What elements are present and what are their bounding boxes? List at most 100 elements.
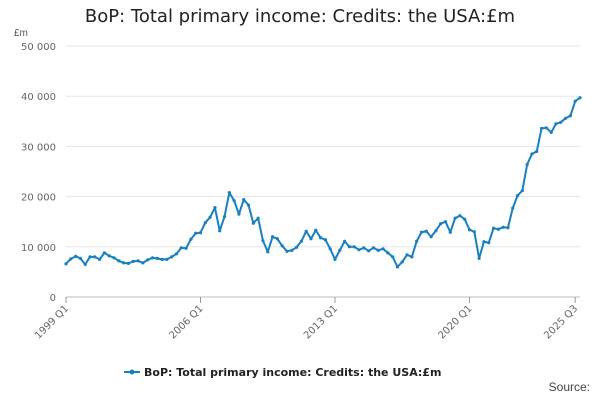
data-point — [69, 257, 73, 261]
data-point — [150, 256, 155, 260]
data-point — [237, 212, 241, 216]
data-point — [198, 231, 203, 235]
data-point — [165, 257, 169, 261]
data-point — [429, 235, 433, 239]
source-label: Source: — [548, 380, 590, 394]
data-point — [511, 206, 515, 210]
data-point — [189, 237, 193, 241]
y-tick-label: 0 — [50, 293, 56, 304]
data-point — [218, 229, 222, 233]
data-point — [251, 221, 255, 225]
chart-title: BoP: Total primary income: Credits: the … — [84, 6, 516, 27]
data-point — [343, 239, 347, 243]
data-point — [102, 251, 107, 255]
data-point — [126, 261, 131, 265]
x-tick-label: 1999 Q1 — [33, 303, 71, 341]
data-point — [328, 247, 332, 251]
data-point — [549, 130, 553, 134]
data-point — [424, 229, 428, 233]
data-point — [453, 216, 457, 220]
data-point — [530, 152, 534, 156]
data-point — [122, 261, 126, 265]
data-point — [222, 215, 227, 219]
data-point — [174, 252, 179, 256]
data-point — [376, 248, 380, 252]
x-axis: 1999 Q1 2006 Q1 2013 Q1 2020 Q1 2025 Q3 — [33, 297, 580, 341]
data-point — [347, 245, 352, 249]
data-point — [386, 251, 390, 255]
data-point — [285, 249, 289, 253]
data-point — [362, 246, 366, 250]
data-point — [525, 162, 529, 167]
data-point — [578, 96, 582, 100]
data-point — [318, 236, 323, 240]
data-point — [539, 126, 544, 130]
x-tick-label: 2006 Q1 — [168, 303, 206, 341]
legend-marker-swatch — [129, 369, 135, 375]
data-point — [270, 235, 275, 239]
data-point — [410, 255, 414, 259]
data-point — [463, 217, 467, 221]
data-point — [535, 149, 539, 154]
data-point — [467, 228, 472, 232]
data-point — [314, 228, 318, 232]
gridlines — [66, 45, 580, 298]
y-tick-label: 10 000 — [21, 243, 56, 254]
data-point — [568, 114, 572, 118]
x-tick-label: 2020 Q1 — [437, 303, 475, 341]
series-line-group — [64, 96, 582, 269]
data-point — [194, 231, 198, 235]
y-tick-label: 40 000 — [21, 92, 56, 103]
data-point — [88, 255, 92, 259]
data-point — [405, 253, 409, 257]
data-point — [170, 255, 174, 259]
data-point — [415, 239, 419, 243]
y-tick-label: 20 000 — [21, 193, 56, 204]
data-point — [357, 248, 361, 252]
data-point — [323, 238, 328, 242]
data-point — [371, 246, 376, 250]
data-point — [563, 116, 568, 120]
data-point — [294, 245, 299, 249]
data-point — [98, 257, 102, 261]
data-point — [487, 241, 491, 245]
x-tick-label: 2013 Q1 — [302, 303, 340, 341]
data-point — [280, 244, 284, 248]
data-point — [381, 247, 385, 251]
data-point — [232, 199, 236, 203]
data-point — [395, 265, 400, 269]
data-point — [338, 248, 342, 252]
data-point — [179, 246, 183, 250]
data-point — [146, 258, 150, 262]
data-point — [434, 229, 438, 233]
data-point — [443, 220, 448, 224]
data-point — [544, 126, 548, 130]
data-point — [74, 254, 78, 258]
data-point — [472, 230, 476, 234]
data-point — [64, 262, 68, 266]
data-point — [333, 257, 337, 261]
y-axis-unit-label: £m — [14, 28, 28, 39]
data-point — [482, 240, 486, 244]
data-point — [290, 248, 294, 252]
data-point — [496, 227, 500, 231]
data-point — [131, 259, 135, 263]
data-point — [439, 222, 443, 226]
data-point — [458, 214, 462, 218]
data-point — [304, 229, 308, 233]
x-tick-label: 2025 Q3 — [542, 303, 580, 341]
data-point — [242, 198, 246, 202]
series-line — [65, 96, 581, 268]
data-point — [155, 256, 159, 260]
data-point — [400, 260, 404, 264]
data-point — [266, 250, 270, 254]
data-point — [520, 188, 524, 193]
data-point — [203, 221, 207, 225]
data-point — [367, 249, 371, 253]
data-point — [391, 255, 395, 259]
data-point — [559, 120, 563, 124]
data-point — [275, 237, 279, 241]
data-point — [246, 203, 251, 207]
data-point — [477, 256, 481, 260]
legend-label: BoP: Total primary income: Credits: the … — [144, 366, 441, 379]
